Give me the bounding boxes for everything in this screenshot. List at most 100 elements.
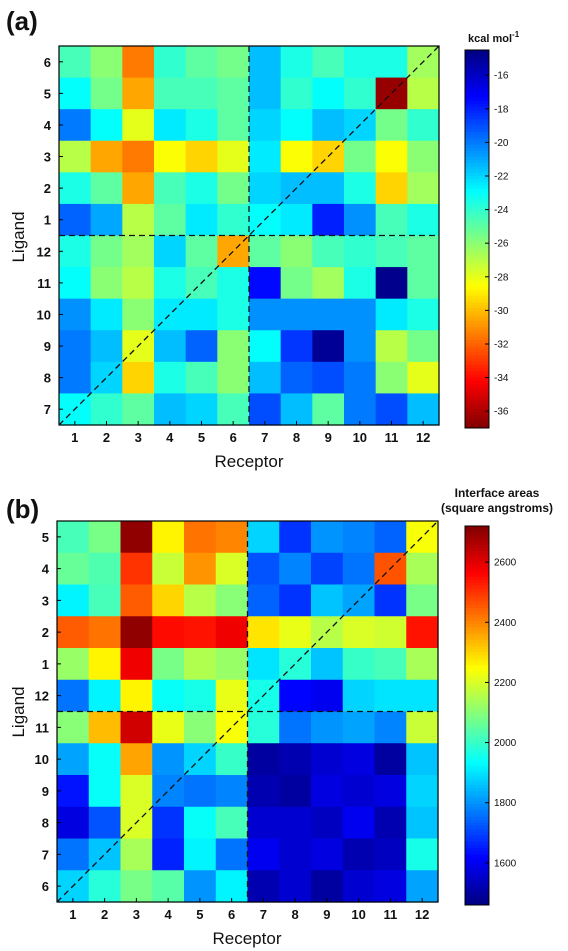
colorbar-swatch-a-30 <box>465 144 489 149</box>
heatmap-cell-b-r9-c9 <box>342 806 376 840</box>
colorbar-swatch-a-16 <box>465 100 489 105</box>
colorbar-swatch-a-14 <box>465 94 489 98</box>
colorbar-swatch-a-61 <box>465 242 489 246</box>
colorbar-swatch-a-18 <box>465 106 489 111</box>
y-tick-a-6: 12 <box>37 244 51 259</box>
colorbar-swatch-b-39 <box>465 649 489 653</box>
colorbar-swatch-b-112 <box>465 879 489 884</box>
heatmap-cell-b-r0-c4 <box>184 521 217 554</box>
heatmap-cell-a-r3-c4 <box>185 140 218 173</box>
heatmap-cell-b-r9-c3 <box>152 806 185 840</box>
colorbar-tick-a-5: -26 <box>494 239 509 250</box>
colorbar-swatch-a-103 <box>465 374 489 379</box>
heatmap-cell-b-r6-c9 <box>342 711 376 744</box>
colorbar-frame-a <box>464 49 490 429</box>
colorbar-swatch-b-97 <box>465 832 489 837</box>
panel-b-xlabel: Receptor <box>213 929 282 948</box>
colorbar-swatch-a-23 <box>465 122 489 127</box>
colorbar-swatch-a-99 <box>465 361 489 366</box>
heatmap-cell-b-r5-c9 <box>342 679 376 713</box>
colorbar-swatch-b-60 <box>465 715 489 720</box>
colorbar-swatch-b-62 <box>465 721 489 726</box>
heatmap-cell-a-r10-c7 <box>280 361 313 395</box>
colorbar-swatch-a-24 <box>465 125 489 130</box>
colorbar-swatch-a-76 <box>465 289 489 294</box>
heatmap-cell-a-r5-c5 <box>217 203 250 237</box>
colorbar-swatch-a-9 <box>465 78 489 82</box>
heatmap-cell-b-r6-c10 <box>374 711 407 744</box>
heatmap-cell-a-r2-c7 <box>280 109 313 142</box>
colorbar-swatch-a-119 <box>465 424 489 429</box>
colorbar-swatch-b-67 <box>465 737 489 742</box>
colorbar-swatch-b-51 <box>465 687 489 691</box>
heatmap-cell-b-r0-c1 <box>88 521 122 554</box>
x-tick-b-4: 5 <box>196 907 203 922</box>
heatmap-cell-b-r8-c11 <box>406 775 439 808</box>
heatmap-cell-b-r1-c2 <box>120 552 153 586</box>
heatmap-cell-b-r7-c8 <box>311 743 344 776</box>
colorbar-swatch-b-76 <box>465 766 489 770</box>
x-tick-b-10: 11 <box>384 907 398 922</box>
colorbar-swatch-a-83 <box>465 311 489 316</box>
heatmap-cell-a-r5-c2 <box>122 203 155 237</box>
heatmap-cell-b-r8-c5 <box>215 775 249 808</box>
colorbar-swatch-b-81 <box>465 781 489 786</box>
y-tick-a-7: 11 <box>37 276 51 291</box>
heatmap-cell-b-r6-c8 <box>311 711 344 744</box>
heatmap-cell-b-r10-c7 <box>279 838 312 871</box>
colorbar-swatch-b-119 <box>465 901 489 906</box>
y-tick-a-2: 4 <box>44 118 52 133</box>
y-tick-a-5: 1 <box>44 213 51 228</box>
heatmap-cell-b-r5-c5 <box>215 679 249 713</box>
heatmap-cell-a-r5-c1 <box>90 203 123 237</box>
heatmap-cell-b-r4-c8 <box>311 648 344 681</box>
colorbar-swatch-a-27 <box>465 135 489 139</box>
heatmap-cell-a-r6-c10 <box>375 235 408 268</box>
heatmap-cell-b-r9-c6 <box>247 806 280 840</box>
heatmap-cell-a-r3-c6 <box>249 140 282 173</box>
colorbar-swatch-a-40 <box>465 176 489 180</box>
heatmap-cell-b-r10-c10 <box>374 838 407 871</box>
heatmap-cell-a-r7-c3 <box>154 267 187 300</box>
colorbar-swatch-a-58 <box>465 232 489 237</box>
colorbar-swatch-a-34 <box>465 157 489 161</box>
heatmap-cell-a-r0-c6 <box>249 46 282 79</box>
colorbar-swatch-b-40 <box>465 652 489 656</box>
colorbar-swatch-b-93 <box>465 819 489 824</box>
heatmap-cell-b-r0-c9 <box>342 521 376 554</box>
colorbar-swatch-b-46 <box>465 671 489 675</box>
colorbar-swatch-b-55 <box>465 699 489 704</box>
colorbar-swatch-a-70 <box>465 270 489 275</box>
colorbar-swatch-a-25 <box>465 128 489 133</box>
heatmap-cell-a-r6-c1 <box>90 235 123 268</box>
colorbar-swatch-b-3 <box>465 535 489 540</box>
heatmap-cell-b-r10-c6 <box>247 838 280 871</box>
y-tick-b-11: 6 <box>42 879 49 894</box>
heatmap-cell-b-r9-c5 <box>215 806 249 840</box>
panel-a-colorbar-title-sup: -1 <box>512 30 520 39</box>
colorbar-swatch-a-104 <box>465 377 489 382</box>
heatmap-cell-b-r1-c9 <box>342 552 376 586</box>
heatmap-cell-a-r3-c2 <box>122 140 155 173</box>
colorbar-swatch-a-13 <box>465 90 489 95</box>
heatmap-cell-b-r8-c1 <box>88 775 122 808</box>
colorbar-tick-a-2: -20 <box>494 138 509 149</box>
heatmap-cell-a-r4-c2 <box>122 172 155 205</box>
heatmap-cell-a-r5-c7 <box>280 203 313 237</box>
heatmap-cell-a-r4-c3 <box>154 172 187 205</box>
colorbar-swatch-b-16 <box>465 576 489 581</box>
heatmap-cell-a-r10-c4 <box>185 361 218 395</box>
colorbar-swatch-a-37 <box>465 166 489 171</box>
colorbar-swatch-a-73 <box>465 279 489 284</box>
colorbar-swatch-a-81 <box>465 305 489 309</box>
heatmap-cell-a-r4-c0 <box>59 172 92 205</box>
heatmap-cell-b-r0-c5 <box>215 521 249 554</box>
heatmap-cell-a-r9-c5 <box>217 330 250 363</box>
heatmap-cell-a-r8-c8 <box>312 298 345 331</box>
colorbar-swatch-a-4 <box>465 62 489 67</box>
colorbar-swatch-b-20 <box>465 589 489 593</box>
panel-b-label: (b) <box>6 494 39 524</box>
heatmap-cell-b-r1-c0 <box>57 552 90 586</box>
